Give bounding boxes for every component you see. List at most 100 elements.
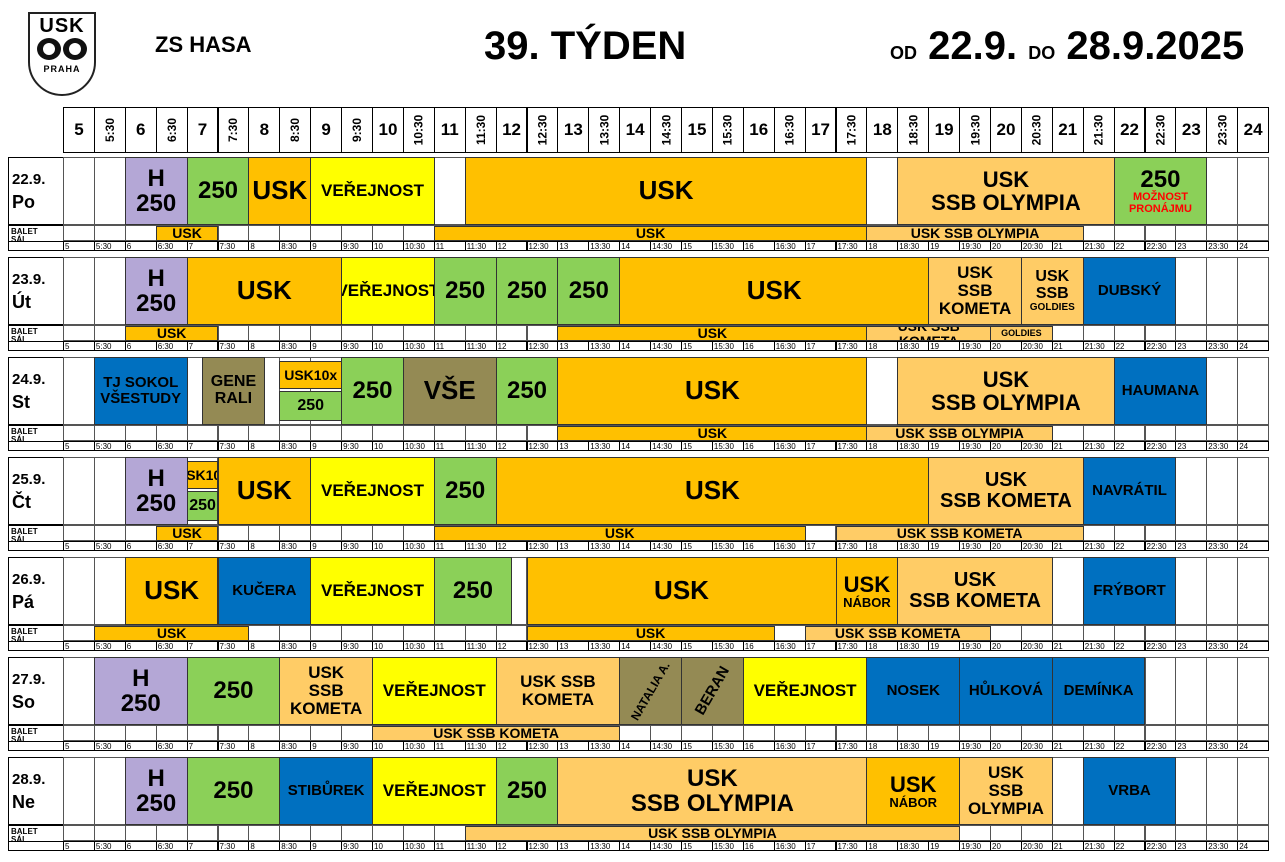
schedule-block[interactable]: 250 (557, 257, 621, 325)
schedule-block[interactable]: HAUMANA (1113, 357, 1208, 425)
schedule-block[interactable]: USK SSB KOMETA (897, 557, 1053, 625)
balet-grid-cell (310, 325, 343, 341)
scale-cell: 21:30 (1082, 241, 1115, 251)
schedule-block[interactable]: USK SSB KOMETA (928, 457, 1084, 525)
balet-block[interactable]: USK (124, 326, 219, 341)
schedule-block[interactable]: USK (619, 257, 930, 325)
schedule-block[interactable]: 250 (186, 157, 250, 225)
balet-block[interactable]: USK SSB KOMETA (804, 626, 991, 641)
scale-cell (8, 541, 64, 551)
balet-block[interactable]: USK (557, 426, 868, 441)
schedule-block[interactable]: USK SSB OLYMPIA (557, 757, 868, 825)
balet-block[interactable]: USK SSB OLYMPIA (866, 426, 1053, 441)
balet-block[interactable]: GOLDIES (990, 326, 1053, 341)
schedule-block[interactable]: H 250 (124, 257, 188, 325)
schedule-block[interactable]: USK (495, 457, 930, 525)
balet-grid-cell (1113, 425, 1146, 441)
scale-cell: 7:30 (217, 241, 250, 251)
schedule-block[interactable]: USK SSB OLYMPIA (897, 157, 1115, 225)
schedule-block[interactable]: USK SSB OLYMPIA (959, 757, 1053, 825)
balet-block[interactable]: USK (433, 526, 806, 541)
time-header-cell: 13 (557, 107, 590, 153)
schedule-block[interactable]: USK (464, 157, 868, 225)
balet-block[interactable]: USK SSB OLYMPIA (866, 226, 1084, 241)
schedule-block[interactable]: USK (217, 457, 312, 525)
schedule-block[interactable]: H 250 (124, 157, 188, 225)
schedule-block[interactable]: USK (124, 557, 219, 625)
schedule-block[interactable]: GENE RALI (202, 357, 265, 425)
balet-block[interactable]: USK SSB KOMETA (372, 726, 621, 741)
schedule-block[interactable]: USK10x (186, 461, 219, 489)
schedule-block[interactable]: 250 (186, 657, 281, 725)
schedule-block[interactable]: 250 (186, 491, 219, 521)
balet-block[interactable]: USK (155, 226, 219, 241)
schedule-block[interactable]: USK SSB KOMETA (279, 657, 373, 725)
balet-grid-cell (1237, 425, 1270, 441)
schedule-block[interactable]: USK NÁBOR (866, 757, 961, 825)
schedule-block[interactable]: VEŘEJNOST (310, 457, 435, 525)
schedule-block[interactable]: TJ SOKOL VŠESTUDY (93, 357, 188, 425)
schedule-block[interactable]: USK (186, 257, 343, 325)
schedule-block[interactable]: USK10x (279, 361, 343, 389)
schedule-block[interactable]: 250 MOŽNOST PRONÁJMU (1113, 157, 1208, 225)
schedule-block[interactable]: KUČERA (217, 557, 312, 625)
schedule-block[interactable]: 250 (433, 557, 513, 625)
schedule-block[interactable]: USK NÁBOR (835, 557, 899, 625)
schedule-block[interactable]: VEŘEJNOST (310, 157, 435, 225)
schedule-block[interactable]: VEŘEJNOST (310, 557, 435, 625)
scale-cell: 16 (742, 541, 775, 551)
balet-block[interactable]: USK (93, 626, 250, 641)
schedule-block[interactable]: FRÝBORT (1082, 557, 1177, 625)
schedule-block[interactable]: VŠE (402, 357, 497, 425)
schedule-block[interactable]: VRBA (1082, 757, 1177, 825)
schedule-block[interactable]: DUBSKÝ (1082, 257, 1177, 325)
scale-cell: 17 (804, 241, 837, 251)
schedule-block[interactable]: 250 (433, 257, 497, 325)
schedule-block[interactable]: 250 (495, 757, 559, 825)
schedule-block[interactable]: USK (526, 557, 837, 625)
schedule-block[interactable]: USK (557, 357, 868, 425)
balet-block[interactable]: USK (155, 526, 219, 541)
schedule-block[interactable]: 250 (433, 457, 497, 525)
balet-block[interactable]: USK (433, 226, 868, 241)
schedule-block[interactable]: NOSEK (866, 657, 961, 725)
schedule-block[interactable]: USK SSB GOLDIES (1020, 257, 1084, 325)
schedule-block[interactable]: HŮLKOVÁ (959, 657, 1053, 725)
schedule-block[interactable]: BERAN (681, 657, 744, 725)
schedule-block[interactable]: USK (248, 157, 312, 225)
schedule-block[interactable]: VEŘEJNOST (372, 757, 497, 825)
schedule-block[interactable]: NATALIA A. (619, 657, 682, 725)
block-label: SSB (1035, 284, 1069, 302)
schedule-block[interactable]: DEMÍNKA (1051, 657, 1146, 725)
schedule-block[interactable]: 250 (186, 757, 281, 825)
schedule-block[interactable]: VEŘEJNOST (372, 657, 497, 725)
time-header-cell: 9:30 (341, 107, 373, 153)
balet-block[interactable]: USK (526, 626, 775, 641)
balet-block[interactable]: USK SSB KOMETA (835, 526, 1084, 541)
schedule-block[interactable]: VEŘEJNOST (341, 257, 435, 325)
schedule-block[interactable]: USK SSB KOMETA (928, 257, 1022, 325)
schedule-block[interactable]: NAVRÁTIL (1082, 457, 1177, 525)
balet-block[interactable]: USK SSB OLYMPIA (464, 826, 961, 841)
schedule-block[interactable]: 250 (279, 391, 343, 421)
schedule-block[interactable]: H 250 (93, 657, 188, 725)
scale-cell: 19:30 (959, 741, 991, 751)
scale-cell: 15 (681, 541, 713, 551)
schedule-block[interactable]: 250 (495, 257, 559, 325)
schedule-block[interactable]: H 250 (124, 757, 188, 825)
schedule-block[interactable]: STIBŮREK (279, 757, 373, 825)
schedule-block[interactable]: H 250 (124, 457, 188, 525)
balet-block[interactable]: USK SSB KOMETA (866, 326, 991, 341)
schedule-block[interactable]: USK SSB OLYMPIA (897, 357, 1115, 425)
scale-cell: 22 (1113, 641, 1146, 651)
balet-block[interactable]: USK (557, 326, 868, 341)
day-date: 26.9. (12, 571, 46, 588)
schedule-block[interactable]: VEŘEJNOST (742, 657, 868, 725)
schedule-block[interactable]: 250 (495, 357, 559, 425)
schedule-block[interactable]: 250 (341, 357, 404, 425)
schedule-block[interactable]: USK SSB KOMETA (495, 657, 621, 725)
scale-cell: 18:30 (897, 441, 930, 451)
scale-cell: 15 (681, 441, 713, 451)
balet-grid-cell (402, 825, 435, 841)
scale-cell: 13:30 (588, 641, 621, 651)
